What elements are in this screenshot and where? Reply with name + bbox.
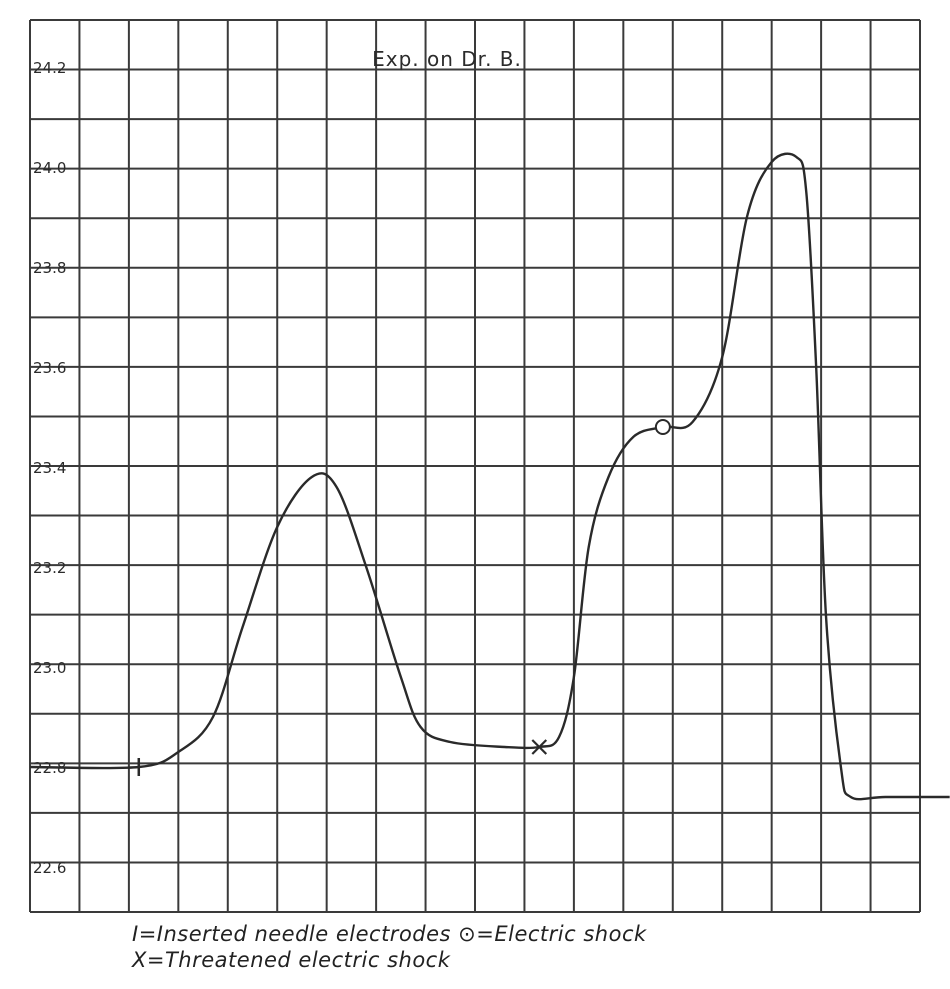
legend-line-1: I=Inserted needle electrodes ⊙=Electric … (132, 922, 647, 946)
y-tick-label: 24.2 (33, 59, 66, 77)
y-tick-label: 22.6 (33, 859, 66, 877)
legend-line-2: X=Threatened electric shock (132, 948, 451, 972)
marker-electric-shock (654, 419, 671, 435)
y-tick-label: 23.0 (33, 659, 66, 677)
marker-x-stroke (531, 739, 548, 755)
marker-threatened-shock (531, 739, 548, 755)
chart-title: Exp. on Dr. B. (372, 47, 522, 71)
y-tick-label: 24.0 (33, 159, 66, 177)
series-group (29, 152, 950, 801)
y-axis-ticks: 24.224.023.823.623.423.223.022.822.6 (33, 59, 66, 877)
series-line (29, 152, 950, 801)
y-tick-label: 23.8 (33, 259, 66, 277)
markers-group (137, 419, 671, 776)
y-tick-label: 23.6 (33, 359, 66, 377)
grid (29, 19, 921, 913)
y-tick-label: 23.4 (33, 459, 66, 477)
y-tick-label: 23.2 (33, 559, 66, 577)
